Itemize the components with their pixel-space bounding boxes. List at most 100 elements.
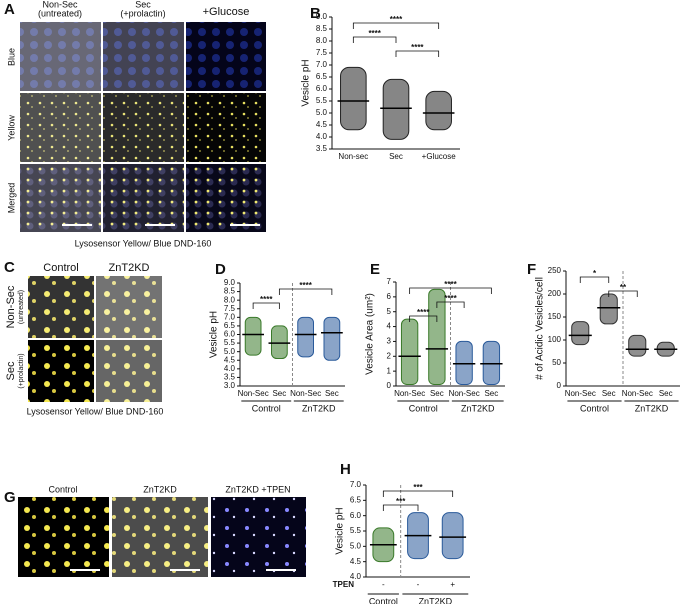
data-range xyxy=(271,325,288,360)
y-axis-label: Vesicle pH xyxy=(335,507,346,554)
significance-bracket xyxy=(608,290,638,297)
group-label: Control xyxy=(409,403,438,413)
column-label: ZnT2KD xyxy=(109,262,150,274)
micrograph xyxy=(20,22,101,91)
significance-bracket xyxy=(579,276,610,283)
significance-label: **** xyxy=(417,308,430,317)
data-range xyxy=(340,66,367,131)
y-tick-label: 4.0 xyxy=(316,132,328,141)
significance-bracket xyxy=(278,288,333,295)
significance-bracket xyxy=(382,504,419,511)
significance-bracket xyxy=(409,315,438,322)
x-tick-label: Non-Sec xyxy=(449,389,480,398)
data-range xyxy=(382,78,410,140)
group-label: ZnT2KD xyxy=(302,403,336,413)
row-label: Yellow xyxy=(6,115,16,141)
y-tick-label: 6.5 xyxy=(316,72,328,81)
y-tick-label: 150 xyxy=(548,312,562,321)
panel-letter: B xyxy=(310,5,321,22)
row-label: Non-Sec xyxy=(5,285,17,328)
micrograph xyxy=(103,93,184,162)
micrograph xyxy=(20,93,101,162)
group-label: Control xyxy=(580,403,609,413)
data-range xyxy=(428,288,446,386)
panel-g: G Control ZnT2KD ZnT2KD +TPEN xyxy=(4,484,306,577)
y-tick-label: 100 xyxy=(548,335,562,344)
panel-letter: E xyxy=(370,261,380,278)
x-tick-label: + xyxy=(450,580,455,589)
y-tick-label: 6.0 xyxy=(224,330,236,339)
significance-bracket xyxy=(382,490,454,497)
panel-a: A Non-Sec (untreated) Sec (+prolactin) +… xyxy=(4,0,266,248)
micrograph xyxy=(186,93,266,162)
panel-letter: H xyxy=(340,461,351,478)
significance-label: **** xyxy=(444,294,457,303)
panel-letter: C xyxy=(4,259,15,276)
x-tick-label: Sec xyxy=(659,389,673,398)
significance-bracket xyxy=(352,36,397,43)
significance-label: *** xyxy=(413,483,423,492)
y-tick-label: 50 xyxy=(552,358,561,367)
y-tick-label: 3.0 xyxy=(224,381,236,390)
group-label: ZnT2KD xyxy=(461,403,495,413)
y-tick-label: 3.5 xyxy=(224,373,236,382)
data-range xyxy=(297,316,314,358)
caption: Lysosensor Yellow/ Blue DND-160 xyxy=(27,406,164,416)
x-tick-label: Sec xyxy=(484,389,498,398)
significance-bracket xyxy=(395,50,440,57)
y-tick-label: 6 xyxy=(387,292,392,301)
y-tick-label: 2 xyxy=(387,351,392,360)
significance-label: **** xyxy=(260,295,273,304)
column-label: ZnT2KD +TPEN xyxy=(225,484,290,494)
y-axis-label: # of Acidic Vesicles/cell xyxy=(535,277,546,380)
column-label: Non-Sec xyxy=(42,0,78,9)
y-tick-label: 3.5 xyxy=(316,144,328,153)
group-label: ZnT2KD xyxy=(419,596,453,604)
significance-bracket xyxy=(409,287,492,294)
significance-label: *** xyxy=(396,497,406,506)
y-tick-label: 4.0 xyxy=(350,572,362,581)
y-tick-label: 250 xyxy=(548,266,562,275)
micrograph xyxy=(28,276,94,338)
y-tick-label: 7.5 xyxy=(316,48,328,57)
caption: Lysosensor Yellow/ Blue DND-160 xyxy=(75,238,212,248)
column-label: (+prolactin) xyxy=(120,8,165,18)
y-tick-label: 7.5 xyxy=(224,304,236,313)
x-tick-label: Non-Sec xyxy=(394,389,425,398)
micrograph xyxy=(186,22,266,91)
column-label: ZnT2KD xyxy=(143,484,177,494)
data-range xyxy=(599,293,618,325)
micrograph xyxy=(211,497,306,577)
y-tick-label: 5.5 xyxy=(224,338,236,347)
y-tick-label: 5.0 xyxy=(224,347,236,356)
significance-label: **** xyxy=(368,29,381,38)
y-tick-label: 4 xyxy=(387,322,392,331)
data-range xyxy=(441,512,464,560)
significance-label: **** xyxy=(411,43,424,52)
row-label: (untreated) xyxy=(18,290,25,324)
significance-bracket xyxy=(436,301,465,308)
micrograph xyxy=(186,164,266,232)
panel-letter: F xyxy=(527,261,536,278)
y-tick-label: 4.5 xyxy=(350,557,362,566)
panel-letter: G xyxy=(4,489,16,506)
row-label: Merged xyxy=(6,183,16,214)
y-tick-label: 5 xyxy=(387,307,392,316)
y-axis-label: Vesicle pH xyxy=(301,59,312,106)
micrograph xyxy=(28,340,94,402)
y-tick-label: 5.5 xyxy=(350,526,362,535)
x-tick-label: Sec xyxy=(430,389,444,398)
x-tick-label: Non-Sec xyxy=(565,389,596,398)
micrograph xyxy=(20,164,101,232)
x-tick-label: - xyxy=(417,580,420,589)
significance-label: ** xyxy=(620,283,627,292)
y-tick-label: 8.0 xyxy=(316,36,328,45)
y-tick-label: 6.0 xyxy=(316,84,328,93)
y-tick-label: 4.0 xyxy=(224,364,236,373)
y-tick-label: 9.0 xyxy=(316,12,328,21)
column-label: Control xyxy=(48,484,77,494)
y-tick-label: 9.0 xyxy=(224,278,236,287)
y-tick-label: 4.5 xyxy=(316,120,328,129)
x-tick-label: Sec xyxy=(389,152,403,161)
y-tick-label: 1 xyxy=(387,366,392,375)
